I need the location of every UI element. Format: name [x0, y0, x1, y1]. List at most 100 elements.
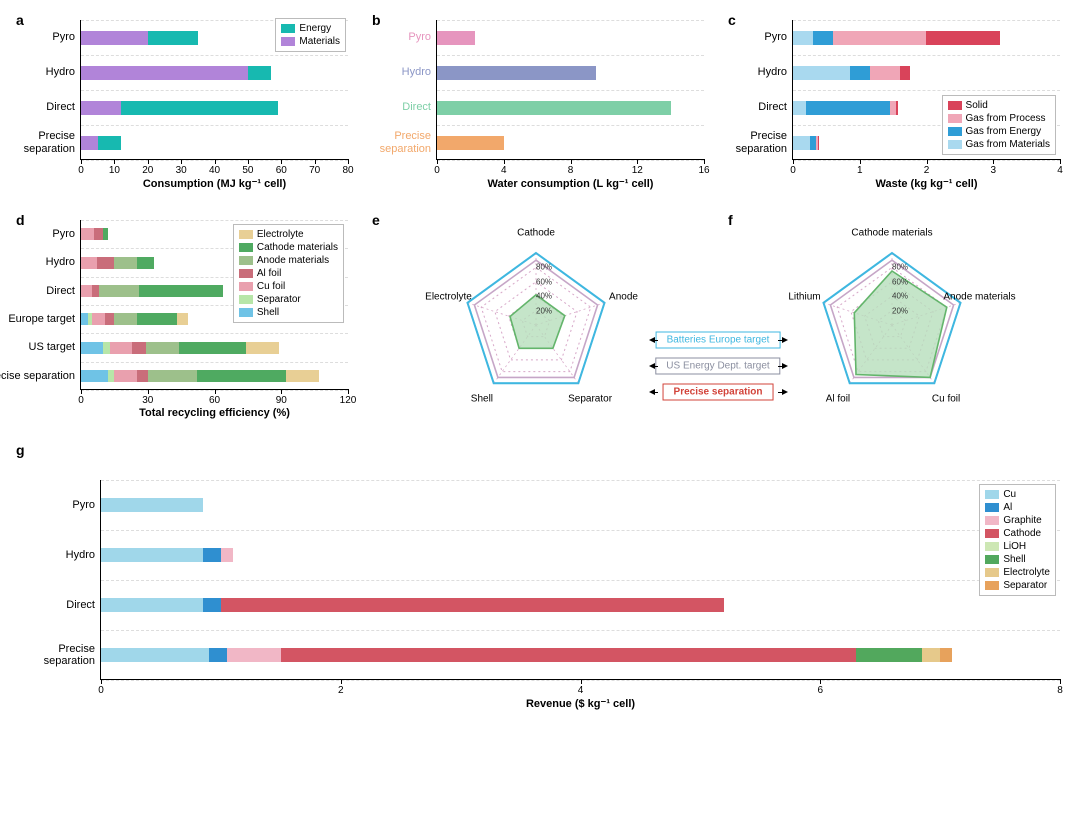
bar-row: Hydro: [81, 66, 348, 80]
category-label: Hydro: [46, 256, 81, 268]
category-label: Pyro: [52, 228, 81, 240]
bar-segment: [81, 257, 97, 269]
bar-segment: [286, 370, 319, 382]
bar-segment: [108, 370, 115, 382]
panel-g: gPyroHydroDirectPreciseseparation02468Re…: [10, 440, 1070, 722]
bar-segment: [437, 31, 475, 45]
bar-segment: [114, 313, 136, 325]
radar-axis-label: Electrolyte: [425, 291, 472, 302]
bar-segment: [114, 370, 136, 382]
bar-segment: [137, 370, 148, 382]
bar-row: Hydro: [101, 548, 1060, 562]
legend: ElectrolyteCathode materialsAnode materi…: [233, 224, 344, 323]
panel-f: fCathode materialsAnode materialsCu foil…: [722, 210, 1070, 432]
radar-chart: [366, 215, 706, 425]
bar-segment: [793, 136, 810, 150]
category-label: Preciseseparation: [24, 130, 81, 154]
radar-axis-label: Separator: [568, 394, 612, 405]
bar-segment: [203, 598, 221, 612]
bar-segment: [833, 31, 926, 45]
bar-segment: [926, 31, 999, 45]
bar-segment: [850, 66, 870, 80]
bar-segment: [248, 66, 271, 80]
bar-segment: [793, 101, 806, 115]
bar-segment: [437, 136, 504, 150]
bar-segment: [94, 228, 103, 240]
bar-segment: [101, 648, 209, 662]
category-label: Hydro: [66, 549, 101, 561]
radar-axis-label: Cu foil: [932, 394, 960, 405]
bar-segment: [437, 66, 596, 80]
category-label: Pyro: [52, 31, 81, 43]
radar-axis-label: Cathode materials: [851, 228, 932, 239]
radar-axis-label: Lithium: [788, 291, 820, 302]
category-label: Preciseseparation: [380, 130, 437, 154]
bar-segment: [221, 598, 724, 612]
bar-segment: [81, 66, 248, 80]
radar-axis-label: Shell: [471, 394, 493, 405]
bar-segment: [98, 136, 121, 150]
x-axis-label: Waste (kg kg⁻¹ cell): [876, 177, 978, 190]
bar-segment: [81, 31, 148, 45]
bar-segment: [221, 548, 233, 562]
bar-row: Pyro: [793, 31, 1060, 45]
bar-segment: [81, 370, 108, 382]
radar-axis-label: Anode materials: [943, 291, 1015, 302]
bar-segment: [81, 136, 98, 150]
bar-segment: [870, 66, 900, 80]
bar-segment: [197, 370, 286, 382]
bar-segment: [81, 228, 94, 240]
bar-segment: [810, 136, 817, 150]
bar-segment: [81, 313, 88, 325]
bar-segment: [177, 313, 188, 325]
bar-row: Preciseseparation: [81, 136, 348, 150]
bar-segment: [900, 66, 910, 80]
bar-segment: [793, 31, 813, 45]
bar-segment: [81, 342, 103, 354]
bar-segment: [890, 101, 897, 115]
bar-segment: [103, 228, 107, 240]
bar-row: Preciseseparation: [101, 648, 1060, 662]
bar-segment: [148, 31, 198, 45]
bar-row: Precise separation: [81, 370, 348, 382]
radar-axis-label: Cathode: [517, 228, 555, 239]
bar-row: Direct: [81, 101, 348, 115]
bar-segment: [139, 285, 224, 297]
category-label: Direct: [46, 285, 81, 297]
panel-c: cPyroHydroDirectPreciseseparation01234Wa…: [722, 10, 1070, 202]
figure-grid: aPyroHydroDirectPreciseseparation0102030…: [10, 10, 1070, 722]
category-label: Pyro: [408, 31, 437, 43]
legend: EnergyMaterials: [275, 18, 346, 52]
bar-segment: [203, 548, 221, 562]
category-label: Hydro: [46, 66, 81, 78]
bar-segment: [281, 648, 856, 662]
bar-segment: [101, 548, 203, 562]
bar-row: Direct: [101, 598, 1060, 612]
x-axis-label: Total recycling efficiency (%): [139, 407, 290, 419]
bar-segment: [137, 257, 155, 269]
panel-e: eCathodeAnodeSeparatorShellElectrolyte20…: [366, 210, 714, 432]
bar-segment: [132, 342, 145, 354]
bar-segment: [110, 342, 132, 354]
bar-segment: [81, 101, 121, 115]
bar-segment: [146, 342, 179, 354]
bar-segment: [437, 101, 671, 115]
bar-row: Pyro: [101, 498, 1060, 512]
bar-row: US target: [81, 342, 348, 354]
bar-segment: [856, 648, 922, 662]
bar-segment: [101, 598, 203, 612]
x-axis-label: Consumption (MJ kg⁻¹ cell): [143, 177, 286, 190]
bar-segment: [179, 342, 246, 354]
bar-segment: [813, 31, 833, 45]
category-label: Direct: [402, 101, 437, 113]
category-label: Hydro: [402, 66, 437, 78]
radar-chart: [722, 215, 1062, 425]
bar-segment: [818, 136, 819, 150]
legend: CuAlGraphiteCathodeLiOHShellElectrolyteS…: [979, 484, 1056, 596]
bar-segment: [121, 101, 278, 115]
panel-a: aPyroHydroDirectPreciseseparation0102030…: [10, 10, 358, 202]
bar-row: Hydro: [793, 66, 1060, 80]
bar-segment: [793, 66, 850, 80]
category-label: Hydro: [758, 66, 793, 78]
category-label: Preciseseparation: [736, 130, 793, 154]
